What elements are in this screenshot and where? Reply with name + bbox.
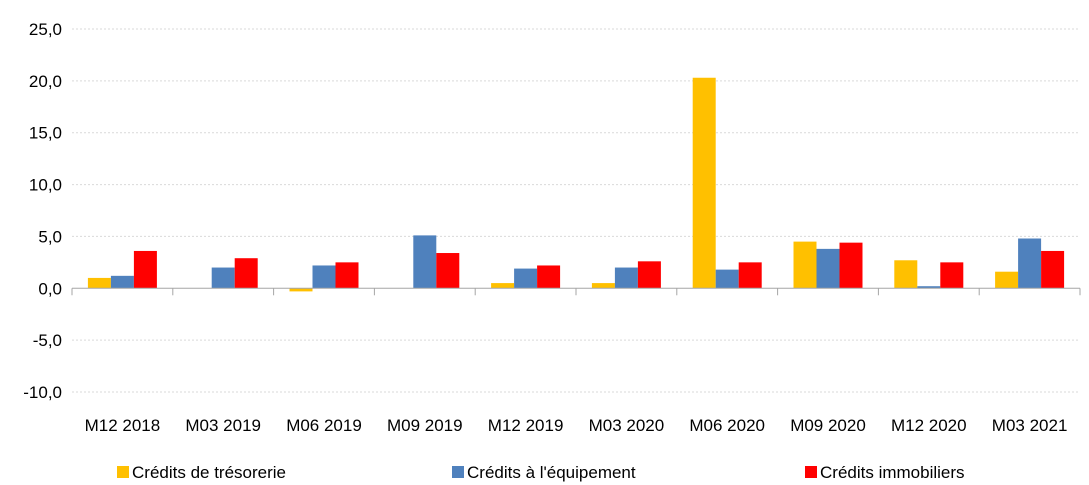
bar bbox=[995, 271, 1019, 289]
legend-label: Crédits de trésorerie bbox=[132, 463, 286, 482]
legend-label: Crédits à l'équipement bbox=[467, 463, 636, 482]
gridlines bbox=[72, 28, 1080, 393]
bar bbox=[793, 241, 817, 289]
x-tick-label: M06 2019 bbox=[286, 416, 362, 435]
bar bbox=[614, 267, 638, 289]
x-tick-label: M12 2020 bbox=[891, 416, 967, 435]
bar bbox=[110, 275, 134, 289]
bar bbox=[917, 286, 941, 289]
x-tick-label: M12 2018 bbox=[85, 416, 161, 435]
bar bbox=[133, 250, 157, 289]
bar bbox=[413, 235, 437, 289]
legend-swatch bbox=[452, 466, 464, 478]
x-tick-label: M09 2020 bbox=[790, 416, 866, 435]
bar bbox=[715, 269, 739, 289]
x-axis-tick-labels: M12 2018 M03 2019 M06 2019 M09 2019 M12 2019… bbox=[85, 416, 1068, 435]
bar bbox=[234, 258, 258, 289]
bar bbox=[816, 248, 840, 289]
bar bbox=[335, 262, 359, 289]
x-tick-label: M03 2021 bbox=[992, 416, 1068, 435]
x-tick-label: M12 2019 bbox=[488, 416, 564, 435]
bar bbox=[591, 283, 615, 289]
legend: Crédits de trésorerie Crédits à l'équipem… bbox=[117, 463, 965, 482]
bars bbox=[87, 77, 1065, 292]
legend-label: Crédits immobiliers bbox=[820, 463, 965, 482]
bar bbox=[1041, 250, 1065, 289]
bar bbox=[289, 288, 313, 292]
y-tick-label: 5,0 bbox=[38, 227, 62, 246]
bar bbox=[738, 262, 762, 289]
legend-swatch bbox=[805, 466, 817, 478]
bar bbox=[894, 260, 918, 289]
bar bbox=[637, 261, 661, 289]
y-tick-label: 20,0 bbox=[29, 72, 62, 91]
bar bbox=[692, 77, 716, 289]
y-tick-label: 25,0 bbox=[29, 20, 62, 39]
bar bbox=[436, 253, 460, 289]
bar bbox=[312, 265, 336, 289]
x-tick-label: M09 2019 bbox=[387, 416, 463, 435]
legend-swatch bbox=[117, 466, 129, 478]
bar bbox=[87, 277, 111, 289]
y-axis-tick-labels: 25,0 20,0 15,0 10,0 5,0 0,0 -5,0 -10,0 bbox=[23, 20, 62, 402]
y-tick-label: -10,0 bbox=[23, 383, 62, 402]
y-tick-label: 10,0 bbox=[29, 176, 62, 195]
bar bbox=[211, 267, 235, 289]
bar bbox=[940, 262, 964, 289]
bar bbox=[537, 265, 561, 289]
y-tick-label: -5,0 bbox=[33, 331, 62, 350]
x-tick-label: M03 2020 bbox=[589, 416, 665, 435]
zero-axis bbox=[71, 287, 1081, 296]
x-tick-label: M03 2019 bbox=[185, 416, 261, 435]
x-tick-label: M06 2020 bbox=[689, 416, 765, 435]
bar bbox=[839, 242, 863, 289]
bar bbox=[514, 268, 538, 289]
bar bbox=[1018, 238, 1042, 289]
y-tick-label: 0,0 bbox=[38, 279, 62, 298]
bar bbox=[491, 283, 515, 289]
y-tick-label: 15,0 bbox=[29, 124, 62, 143]
